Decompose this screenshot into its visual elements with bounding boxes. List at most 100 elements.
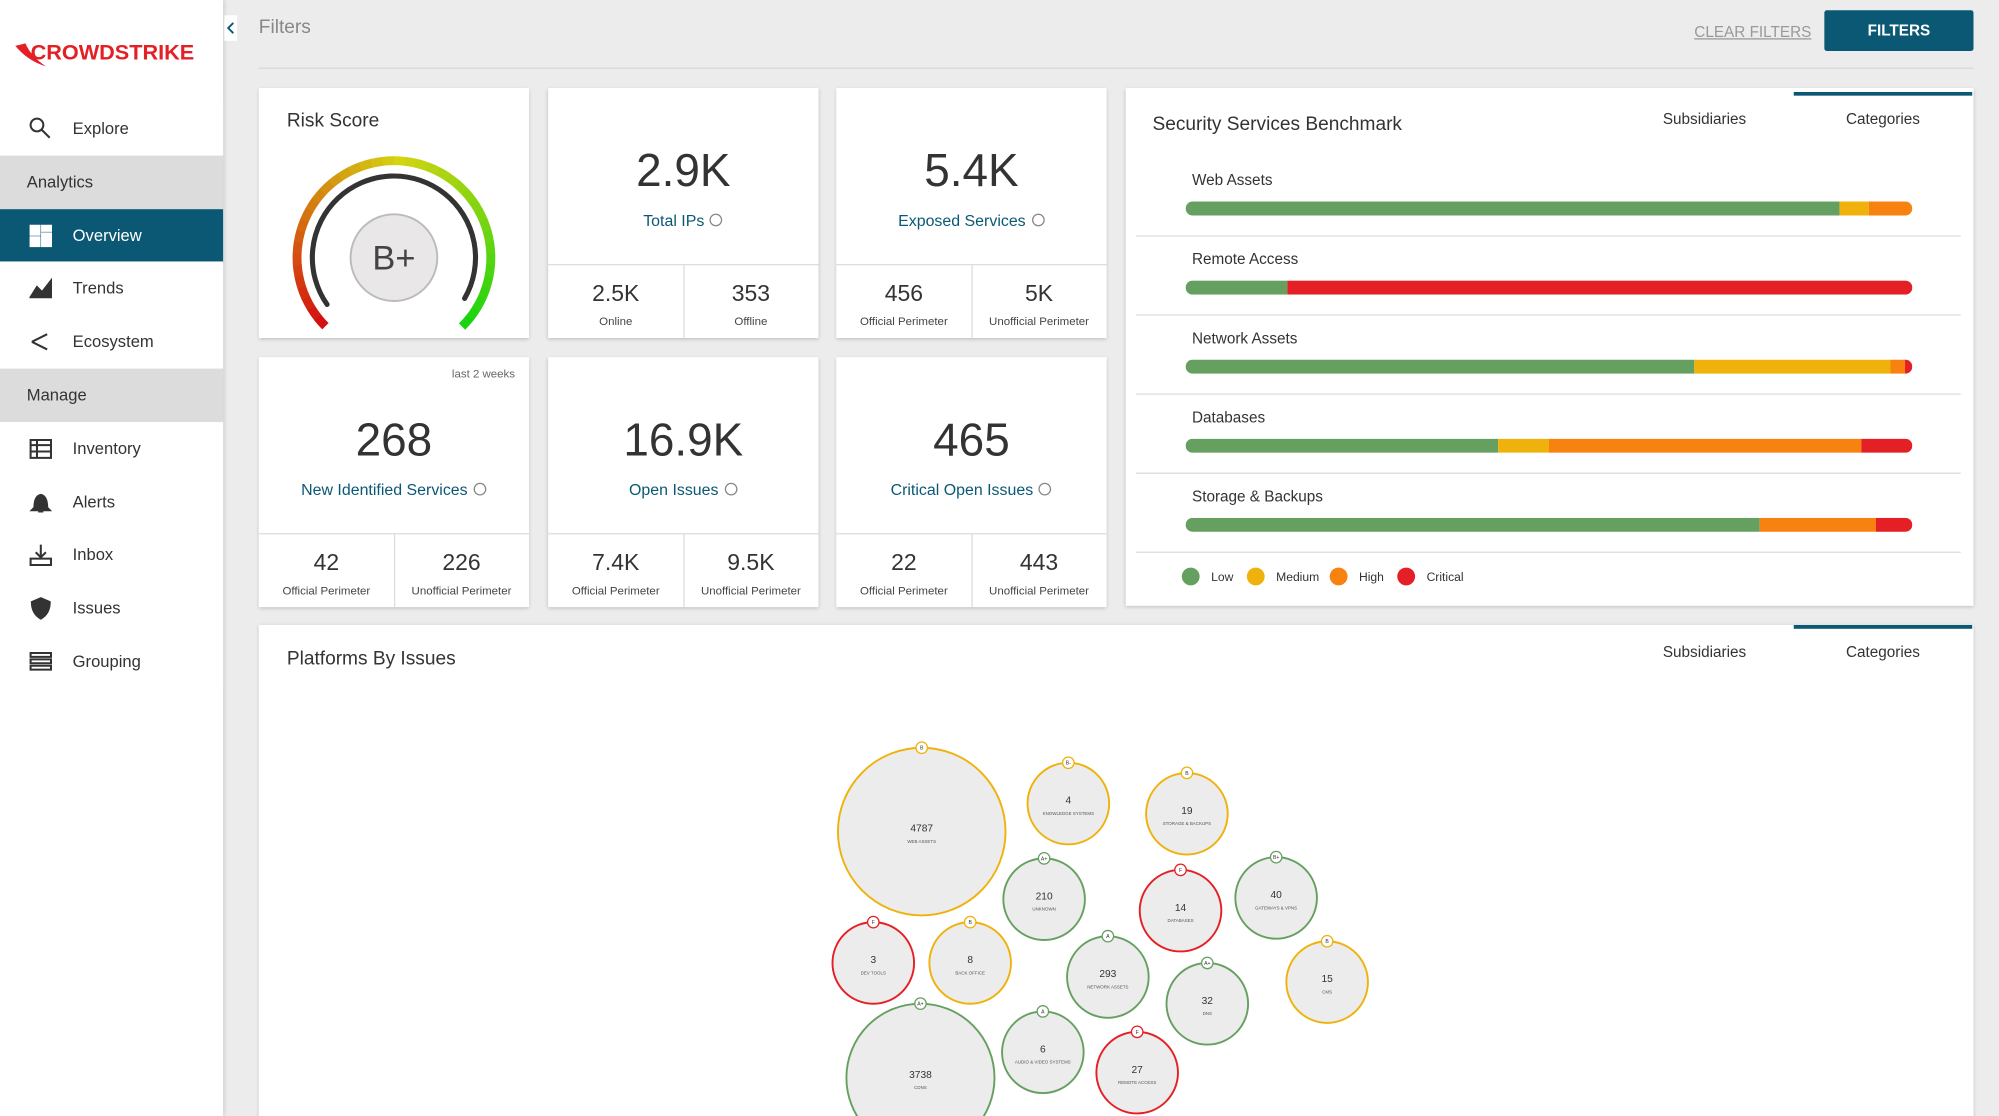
legend-label: Critical — [1427, 570, 1464, 584]
nav-item[interactable]: Inbox — [0, 528, 224, 583]
gauge-arc — [485, 241, 496, 255]
nav-item[interactable]: Issues — [0, 581, 224, 636]
bubble[interactable] — [845, 1002, 996, 1116]
grade-badge — [915, 741, 929, 755]
stat-label-text: Critical Open Issues — [890, 480, 1034, 499]
bubble-value: 3 — [870, 955, 876, 966]
nav-icon — [29, 545, 53, 567]
stat-divider — [836, 533, 1107, 535]
tab[interactable]: Subsidiaries — [1663, 111, 1747, 128]
gauge-arc — [305, 197, 320, 213]
active-tab-indicator — [1793, 624, 1973, 629]
gauge-arc — [307, 305, 322, 321]
gauge-arc — [468, 198, 483, 213]
sub-value: 443 — [1019, 549, 1059, 576]
nav-label: Analytics — [26, 171, 94, 192]
sub-value: 353 — [731, 280, 771, 307]
sub-label: Unofficial Perimeter — [700, 584, 801, 597]
gauge-arc — [382, 156, 395, 166]
clear-filters[interactable]: CLEAR FILTERS — [1694, 22, 1812, 41]
sub-label: Unofficial Perimeter — [411, 584, 512, 597]
stat-divider — [683, 264, 685, 338]
nav-item[interactable]: Ecosystem — [0, 315, 224, 369]
stat-note: last 2 weeks — [451, 367, 516, 381]
icon-shape — [29, 224, 53, 247]
stat-label[interactable]: New Identified Services — [259, 481, 529, 499]
grade-text: F — [1179, 868, 1182, 874]
sub-label: Offline — [734, 315, 768, 328]
tab[interactable]: Categories — [1846, 644, 1920, 661]
bar-segment — [1185, 438, 1499, 453]
bubble-value: 4 — [1066, 796, 1072, 807]
sub-value: 42 — [313, 549, 340, 576]
icon-shape — [29, 438, 53, 459]
sub-label: Unofficial Perimeter — [989, 315, 1089, 328]
stat-label[interactable]: Critical Open Issues — [836, 481, 1106, 499]
gauge-arc — [393, 156, 407, 166]
benchmark-card: Security Services Benchmark Subsidiaries C… — [1125, 88, 1974, 606]
grade-text: A+ — [917, 1002, 923, 1008]
nav-item[interactable]: Overview — [0, 208, 224, 263]
stat-label[interactable]: Open Issues — [548, 481, 818, 499]
sub-label: Official Perimeter — [859, 584, 948, 597]
gauge-arc — [347, 162, 363, 176]
grade-text: F — [1136, 1030, 1139, 1036]
nav-item[interactable]: Explore — [0, 102, 224, 156]
legend-dot — [1181, 567, 1200, 586]
nav-item[interactable]: Trends — [0, 261, 224, 316]
nav-label: Manage — [26, 385, 87, 405]
grade-text: B+ — [1273, 855, 1279, 861]
nav-item[interactable]: Alerts — [0, 475, 224, 529]
stat-value: 268 — [355, 413, 433, 466]
grade-badge — [1061, 756, 1075, 770]
divider — [258, 67, 1974, 69]
stat-label-text: Exposed Services — [898, 211, 1026, 230]
gauge-arc — [425, 162, 441, 176]
tab[interactable]: Categories — [1846, 111, 1920, 128]
gauge-arc — [461, 188, 477, 204]
tab[interactable]: Subsidiaries — [1663, 644, 1747, 661]
nav-label: Explore — [72, 118, 129, 138]
legend-dot — [1397, 567, 1416, 586]
gauge-arc — [445, 173, 461, 188]
gauge-arc — [453, 180, 469, 196]
nav-item[interactable]: Inventory — [0, 421, 224, 476]
bubble-label: DEV TOOLS — [861, 970, 886, 975]
grade-badge — [1269, 850, 1283, 864]
bubble-label: GATEWAYS & VPNS — [1255, 905, 1297, 910]
gauge-arc — [435, 167, 451, 182]
legend-label: High — [1359, 570, 1384, 584]
gauge-arc — [482, 230, 495, 244]
nav-section: Manage — [0, 368, 224, 423]
stat-label-text: Open Issues — [629, 480, 719, 499]
collapse-toggle[interactable] — [224, 15, 238, 41]
bubble-label: BACK OFFICE — [955, 970, 985, 975]
gauge-arc — [292, 241, 303, 255]
legend-dot — [1246, 567, 1265, 586]
logo-text: CROWDSTRIKE — [31, 39, 195, 64]
stat-label[interactable]: Exposed Services — [836, 212, 1106, 230]
gauge-inner-arc — [309, 173, 479, 308]
filters-button[interactable]: FILTERS — [1824, 10, 1974, 52]
bar-segment — [1287, 280, 1913, 295]
stat-value: 2.9K — [636, 144, 731, 197]
stat-divider — [971, 533, 973, 608]
platforms-card: Platforms By Issues Subsidiaries Categorie… — [258, 624, 1974, 1116]
nav-item[interactable]: Grouping — [0, 635, 224, 689]
stat-divider — [971, 264, 973, 338]
bar-segment — [1868, 201, 1913, 216]
stat-label-text: New Identified Services — [301, 480, 468, 499]
bubble-value: 15 — [1321, 974, 1333, 985]
help-circle — [710, 213, 723, 227]
grade-text: A+ — [1204, 961, 1210, 967]
bubble-label: STORAGE & BACKUPS — [1163, 821, 1211, 826]
bar-segment — [1548, 438, 1862, 453]
gauge-arc — [297, 285, 311, 301]
grade-badge — [914, 997, 927, 1011]
sub-label: Official Perimeter — [859, 315, 948, 328]
stat-label[interactable]: Total IPs — [548, 212, 818, 230]
sub-value: 9.5K — [727, 549, 775, 576]
bubble-value: 19 — [1181, 806, 1193, 817]
grade-badge — [1130, 1025, 1144, 1039]
stat-value: 5.4K — [924, 144, 1019, 197]
